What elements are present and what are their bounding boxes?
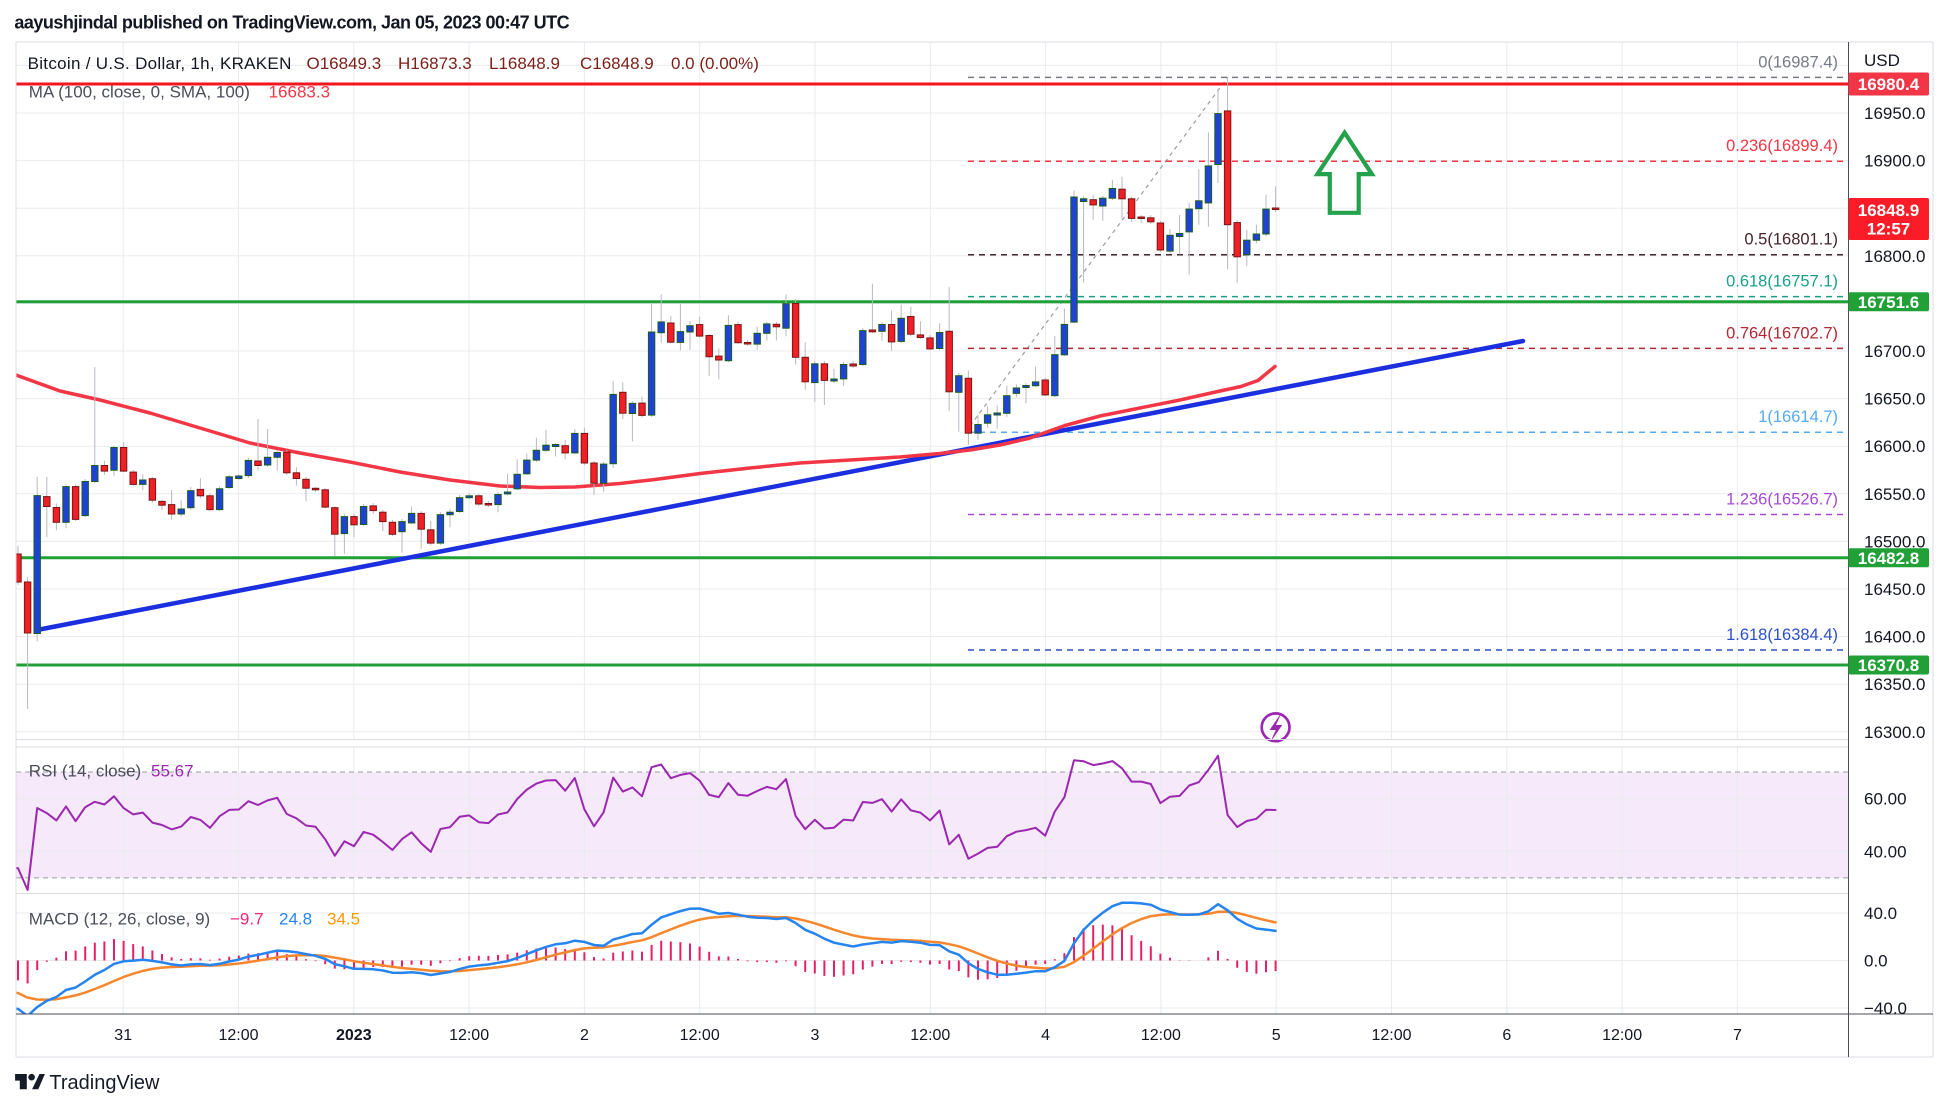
svg-text:0.618(16757.1): 0.618(16757.1) <box>1726 273 1838 291</box>
svg-text:0.0 (0.00%): 0.0 (0.00%) <box>671 54 759 73</box>
svg-text:MACD (12, 26, close, 9): MACD (12, 26, close, 9) <box>29 910 210 929</box>
svg-text:0(16987.4): 0(16987.4) <box>1758 53 1838 71</box>
svg-text:16500.0: 16500.0 <box>1864 532 1925 551</box>
svg-text:16450.0: 16450.0 <box>1864 580 1925 599</box>
svg-text:12:00: 12:00 <box>680 1027 720 1044</box>
svg-text:16350.0: 16350.0 <box>1864 675 1925 694</box>
svg-text:12:00: 12:00 <box>910 1027 950 1044</box>
svg-text:24.8: 24.8 <box>279 910 312 929</box>
svg-text:34.5: 34.5 <box>327 910 360 929</box>
svg-text:16751.6: 16751.6 <box>1858 293 1919 312</box>
svg-text:16400.0: 16400.0 <box>1864 628 1925 647</box>
svg-text:16700.0: 16700.0 <box>1864 342 1925 361</box>
svg-text:aayushjindal published on Trad: aayushjindal published on TradingView.co… <box>14 13 569 33</box>
svg-text:H16873.3: H16873.3 <box>398 54 472 73</box>
svg-text:16482.8: 16482.8 <box>1858 549 1919 568</box>
svg-text:16950.0: 16950.0 <box>1864 104 1925 123</box>
svg-text:16800.0: 16800.0 <box>1864 247 1925 266</box>
svg-text:16848.9: 16848.9 <box>1858 201 1919 220</box>
svg-text:6: 6 <box>1502 1027 1511 1044</box>
svg-text:USD: USD <box>1864 51 1900 70</box>
svg-text:16370.8: 16370.8 <box>1858 656 1919 675</box>
svg-text:12:00: 12:00 <box>449 1027 489 1044</box>
svg-text:RSI (14, close): RSI (14, close) <box>29 762 141 781</box>
svg-text:1.236(16526.7): 1.236(16526.7) <box>1726 491 1838 509</box>
svg-text:2: 2 <box>580 1027 589 1044</box>
svg-text:0.236(16899.4): 0.236(16899.4) <box>1726 137 1838 155</box>
svg-text:0.0: 0.0 <box>1864 952 1888 971</box>
svg-text:4: 4 <box>1041 1027 1050 1044</box>
svg-text:1.618(16384.4): 1.618(16384.4) <box>1726 626 1838 644</box>
svg-text:16683.3: 16683.3 <box>269 83 330 102</box>
svg-text:40.0: 40.0 <box>1864 904 1897 923</box>
svg-text:40.00: 40.00 <box>1864 842 1907 861</box>
svg-text:L16848.9: L16848.9 <box>489 54 560 73</box>
svg-text:−9.7: −9.7 <box>230 910 264 929</box>
svg-text:55.67: 55.67 <box>151 762 194 781</box>
svg-text:16550.0: 16550.0 <box>1864 485 1925 504</box>
svg-text:16900.0: 16900.0 <box>1864 152 1925 171</box>
svg-text:5: 5 <box>1272 1027 1281 1044</box>
svg-text:12:00: 12:00 <box>1141 1027 1181 1044</box>
svg-text:MA (100, close, 0, SMA, 100): MA (100, close, 0, SMA, 100) <box>29 83 250 102</box>
svg-text:2023: 2023 <box>336 1027 372 1044</box>
svg-text:C16848.9: C16848.9 <box>580 54 654 73</box>
svg-text:3: 3 <box>811 1027 820 1044</box>
svg-text:Bitcoin / U.S. Dollar, 1h, KRA: Bitcoin / U.S. Dollar, 1h, KRAKEN <box>28 54 292 73</box>
svg-text:O16849.3: O16849.3 <box>307 54 382 73</box>
svg-text:16600.0: 16600.0 <box>1864 437 1925 456</box>
svg-text:12:00: 12:00 <box>1602 1027 1642 1044</box>
svg-text:12:00: 12:00 <box>1371 1027 1411 1044</box>
svg-text:0.764(16702.7): 0.764(16702.7) <box>1726 324 1838 342</box>
svg-text:16300.0: 16300.0 <box>1864 723 1925 742</box>
svg-text:12:57: 12:57 <box>1867 220 1910 239</box>
svg-text:−40.0: −40.0 <box>1864 999 1907 1018</box>
svg-text:16980.4: 16980.4 <box>1858 75 1920 94</box>
svg-text:0.5(16801.1): 0.5(16801.1) <box>1744 231 1838 249</box>
svg-text:1(16614.7): 1(16614.7) <box>1758 408 1838 426</box>
svg-text:TradingView: TradingView <box>49 1072 160 1094</box>
svg-text:60.00: 60.00 <box>1864 790 1907 809</box>
svg-text:7: 7 <box>1733 1027 1742 1044</box>
svg-text:31: 31 <box>114 1027 132 1044</box>
svg-text:16650.0: 16650.0 <box>1864 390 1925 409</box>
svg-text:12:00: 12:00 <box>218 1027 258 1044</box>
